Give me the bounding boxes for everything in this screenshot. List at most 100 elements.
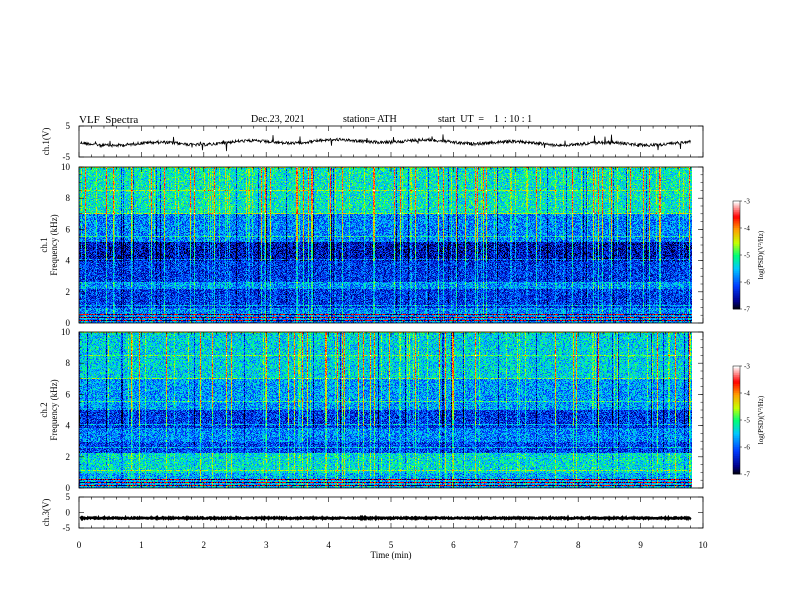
colorbar-segment <box>733 403 740 406</box>
colorbar-segment <box>733 375 740 378</box>
colorbar-segment <box>733 407 740 410</box>
figure-title: VLF Spectra <box>79 114 139 126</box>
colorbar-segment <box>733 394 740 397</box>
colorbar-2 <box>732 365 742 475</box>
colorbar-segment <box>733 282 740 285</box>
y-tick-label: 8 <box>66 193 71 203</box>
colorbar-segment <box>733 400 740 403</box>
x-tick-label: 6 <box>451 540 456 550</box>
colorbar-segment <box>733 423 740 426</box>
colorbar-segment <box>733 376 740 379</box>
colorbar-segment <box>733 285 740 288</box>
colorbar-segment <box>733 450 740 453</box>
colorbar-segment <box>733 301 740 304</box>
y-axis-label: ch.1(V) <box>41 128 51 156</box>
y-tick-label: 5 <box>66 492 71 502</box>
colorbar-tick-label: -4 <box>744 225 750 233</box>
colorbar-segment <box>733 264 740 267</box>
colorbar-segment <box>733 448 740 451</box>
colorbar-segment <box>733 366 740 369</box>
colorbar-segment <box>733 202 740 205</box>
colorbar-segment <box>733 219 740 222</box>
colorbar-segment <box>733 247 740 250</box>
colorbar-segment <box>733 267 740 270</box>
colorbar-segment <box>733 204 740 207</box>
colorbar-segment <box>733 457 740 460</box>
colorbar-segment <box>733 461 740 464</box>
date-label: Dec.23, 2021 <box>251 114 305 125</box>
colorbar-segment <box>733 420 740 423</box>
colorbar-tick-label: -5 <box>744 252 750 260</box>
colorbar-segment <box>733 387 740 390</box>
colorbar-tick-label: -6 <box>744 444 750 452</box>
x-tick-label: 7 <box>514 540 519 550</box>
colorbar-segment <box>733 298 740 301</box>
x-tick-label: 9 <box>638 540 643 550</box>
colorbar-segment <box>733 429 740 432</box>
y-tick-label: 0 <box>66 508 71 518</box>
colorbar-segment <box>733 463 740 466</box>
x-tick-label: 8 <box>576 540 581 550</box>
colorbar-segment <box>733 443 740 446</box>
colorbar-segment <box>733 265 740 268</box>
colorbar-label: log(PSD)(V²/Hz) <box>757 395 765 444</box>
colorbar-segment <box>733 367 740 370</box>
y-tick-label: 10 <box>61 327 71 337</box>
x-axis-label: Time (min) <box>371 550 412 560</box>
colorbar-tick-label: -3 <box>744 198 750 206</box>
y-tick-label: 0 <box>66 318 71 328</box>
colorbar-segment <box>733 274 740 277</box>
colorbar-segment <box>733 472 740 475</box>
colorbar-segment <box>733 436 740 439</box>
colorbar-segment <box>733 396 740 399</box>
colorbar-segment <box>733 215 740 218</box>
colorbar-segment <box>733 291 740 294</box>
colorbar-segment <box>733 255 740 258</box>
colorbar-segment <box>733 213 740 216</box>
colorbar-segment <box>733 373 740 376</box>
colorbar-segment <box>733 233 740 236</box>
colorbar-tick-label: -4 <box>744 390 750 398</box>
colorbar-segment <box>733 465 740 468</box>
colorbar-segment <box>733 253 740 256</box>
x-tick-label: 0 <box>77 540 82 550</box>
colorbar-segment <box>733 439 740 442</box>
colorbar-segment <box>733 228 740 231</box>
y-tick-label: 0 <box>66 483 71 493</box>
ch1-spectrogram <box>79 167 693 323</box>
x-tick-label: 2 <box>202 540 207 550</box>
colorbar-segment <box>733 380 740 383</box>
colorbar-segment <box>733 434 740 437</box>
colorbar-segment <box>733 222 740 225</box>
colorbar-segment <box>733 226 740 229</box>
ch1-trace <box>80 134 691 152</box>
colorbar-segment <box>733 382 740 385</box>
colorbar-tick-label: -7 <box>744 471 750 479</box>
y-tick-label: 10 <box>61 162 71 172</box>
colorbar-label: log(PSD)(V²/Hz) <box>757 230 765 279</box>
x-tick-label: 4 <box>326 540 331 550</box>
colorbar-segment <box>733 244 740 247</box>
colorbar-segment <box>733 421 740 424</box>
colorbar-segment <box>733 249 740 252</box>
colorbar-segment <box>733 416 740 419</box>
colorbar-segment <box>733 256 740 259</box>
colorbar-segment <box>733 445 740 448</box>
colorbar-segment <box>733 246 740 249</box>
colorbar-segment <box>733 427 740 430</box>
ch2-spectrogram <box>79 332 693 488</box>
colorbar-segment <box>733 402 740 405</box>
y-tick-label: 8 <box>66 358 71 368</box>
colorbar-segment <box>733 454 740 457</box>
colorbar-segment <box>733 258 740 261</box>
colorbar-segment <box>733 201 740 204</box>
colorbar-tick-label: -5 <box>744 417 750 425</box>
colorbar-segment <box>733 217 740 220</box>
colorbar-segment <box>733 384 740 387</box>
colorbar-segment <box>733 260 740 263</box>
colorbar-segment <box>733 305 740 308</box>
y-tick-label: 2 <box>66 287 71 297</box>
start-ut-label: start UT = 1 : 10 : 1 <box>438 114 533 125</box>
colorbar-segment <box>733 224 740 227</box>
